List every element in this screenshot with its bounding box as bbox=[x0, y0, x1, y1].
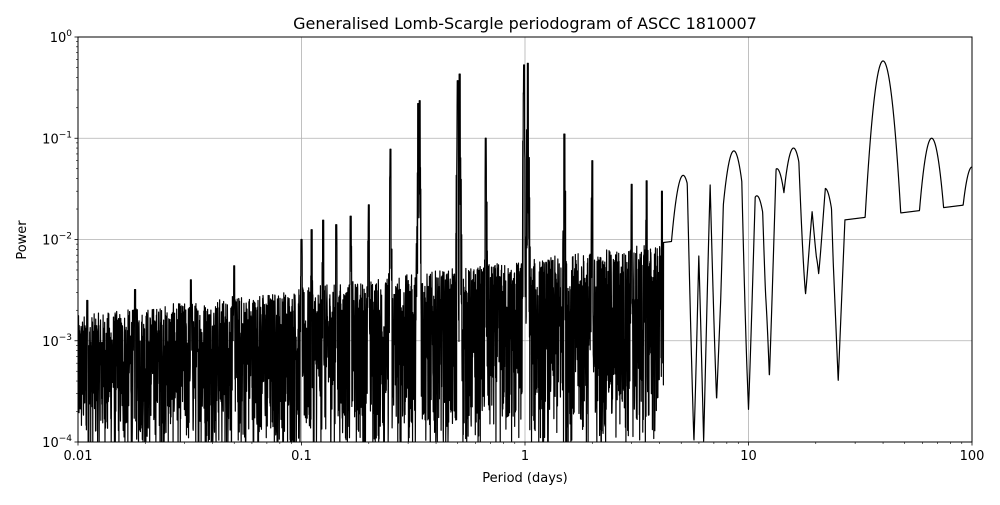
chart-title: Generalised Lomb-Scargle periodogram of … bbox=[293, 14, 757, 33]
x-axis-ticks: 0.01 0.1 1 10 100 bbox=[64, 442, 985, 464]
y-axis-label: Power bbox=[15, 220, 30, 260]
periodogram-line bbox=[78, 60, 972, 442]
x-tick-label: 1 bbox=[521, 449, 529, 464]
x-tick-label: 10 bbox=[740, 449, 757, 464]
x-axis-label: Period (days) bbox=[482, 471, 568, 486]
y-tick-label: 10−2 bbox=[42, 232, 72, 249]
x-tick-label: 0.01 bbox=[64, 449, 93, 464]
y-tick-label: 10−1 bbox=[42, 130, 72, 147]
y-tick-label: 10−3 bbox=[42, 333, 72, 350]
x-tick-label: 100 bbox=[960, 449, 985, 464]
plot-area: 0.01 0.1 1 10 100 10−4 10−3 10−2 10−1 100 bbox=[42, 29, 984, 464]
y-tick-label: 100 bbox=[50, 29, 73, 46]
y-axis-ticks: 10−4 10−3 10−2 10−1 100 bbox=[42, 29, 78, 451]
x-tick-label: 0.1 bbox=[291, 449, 312, 464]
y-tick-label: 10−4 bbox=[42, 434, 72, 451]
